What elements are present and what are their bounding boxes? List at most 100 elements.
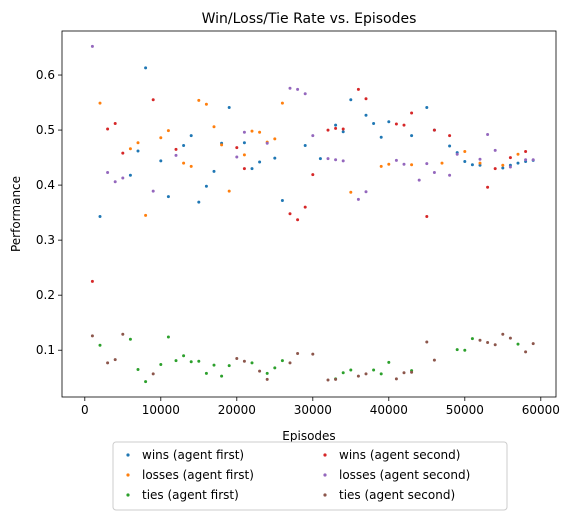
data-point [349,368,353,372]
data-point [524,158,528,162]
legend-label: wins (agent second) [339,448,460,462]
data-point [440,161,444,165]
y-tick-label: 0.4 [36,178,55,192]
data-point [508,156,512,160]
x-tick-label: 0 [81,403,89,417]
data-point [220,143,224,147]
data-point [121,332,125,336]
data-point [113,358,117,362]
y-axis-label: Performance [9,176,23,252]
data-point [182,354,186,358]
data-point [242,130,246,134]
data-point [524,350,528,354]
data-point [288,86,292,90]
data-point [280,199,284,203]
data-point [326,157,330,161]
data-point [189,360,193,364]
data-point [204,102,208,106]
data-point [151,189,155,193]
data-point [242,359,246,363]
data-point [273,156,277,160]
legend-label: ties (agent second) [339,488,455,502]
data-point [364,97,368,101]
series-2 [98,335,520,384]
data-point [364,372,368,376]
data-point [448,144,452,148]
data-point [144,213,148,217]
data-point [189,134,193,138]
data-point [212,169,216,173]
data-point [90,334,94,338]
series-4 [90,44,535,201]
data-point [174,359,178,363]
data-point [166,195,170,199]
data-point [501,332,505,336]
data-point [159,159,163,163]
legend: wins (agent first) losses (agent first) ti… [112,441,508,511]
data-point [410,134,414,138]
data-point [486,132,490,136]
data-point [470,337,474,341]
legend-marker [323,453,327,457]
data-point [166,129,170,133]
data-point [394,122,398,126]
data-point [334,123,338,127]
legend-marker [126,473,130,477]
data-point [189,164,193,168]
data-point [334,158,338,162]
data-point [455,348,459,352]
data-point [212,363,216,367]
data-point [432,358,436,362]
data-point [273,137,277,141]
data-point [303,92,307,96]
data-point [296,218,300,222]
data-point [508,336,512,340]
data-point [463,150,467,154]
data-point [448,134,452,138]
data-point [106,361,110,365]
legend-marker [126,453,130,457]
data-point [204,184,208,188]
data-point [394,377,398,381]
data-point [250,361,254,365]
y-tick-label: 0.3 [36,233,55,247]
data-point [493,148,497,152]
data-point [387,120,391,124]
data-point [478,161,482,165]
data-point [311,352,315,356]
data-point [151,372,155,376]
data-point [265,377,269,381]
data-point [174,153,178,157]
legend-label: losses (agent first) [142,468,254,482]
data-point [432,170,436,174]
data-point [455,152,459,156]
data-point [478,338,482,342]
legend-marker [323,473,327,477]
data-point [159,136,163,140]
data-point [463,348,467,352]
data-point [227,189,231,193]
data-point [341,371,345,375]
data-point [493,343,497,347]
data-point [417,178,421,182]
data-point [303,143,307,147]
data-point [425,340,429,344]
data-point [524,150,528,154]
data-point [311,134,315,138]
data-point [326,128,330,132]
data-point [341,127,345,131]
data-point [128,337,132,341]
data-point [227,106,231,110]
data-point [128,147,132,151]
data-point [98,101,102,105]
data-point [258,160,262,164]
legend-entries: wins (agent first) losses (agent first) ti… [126,448,470,502]
data-point [242,153,246,157]
data-point [106,127,110,131]
data-point [470,163,474,167]
data-point [531,342,535,346]
data-point [364,190,368,194]
data-point [265,141,269,145]
x-axis-label: Episodes [282,429,335,443]
